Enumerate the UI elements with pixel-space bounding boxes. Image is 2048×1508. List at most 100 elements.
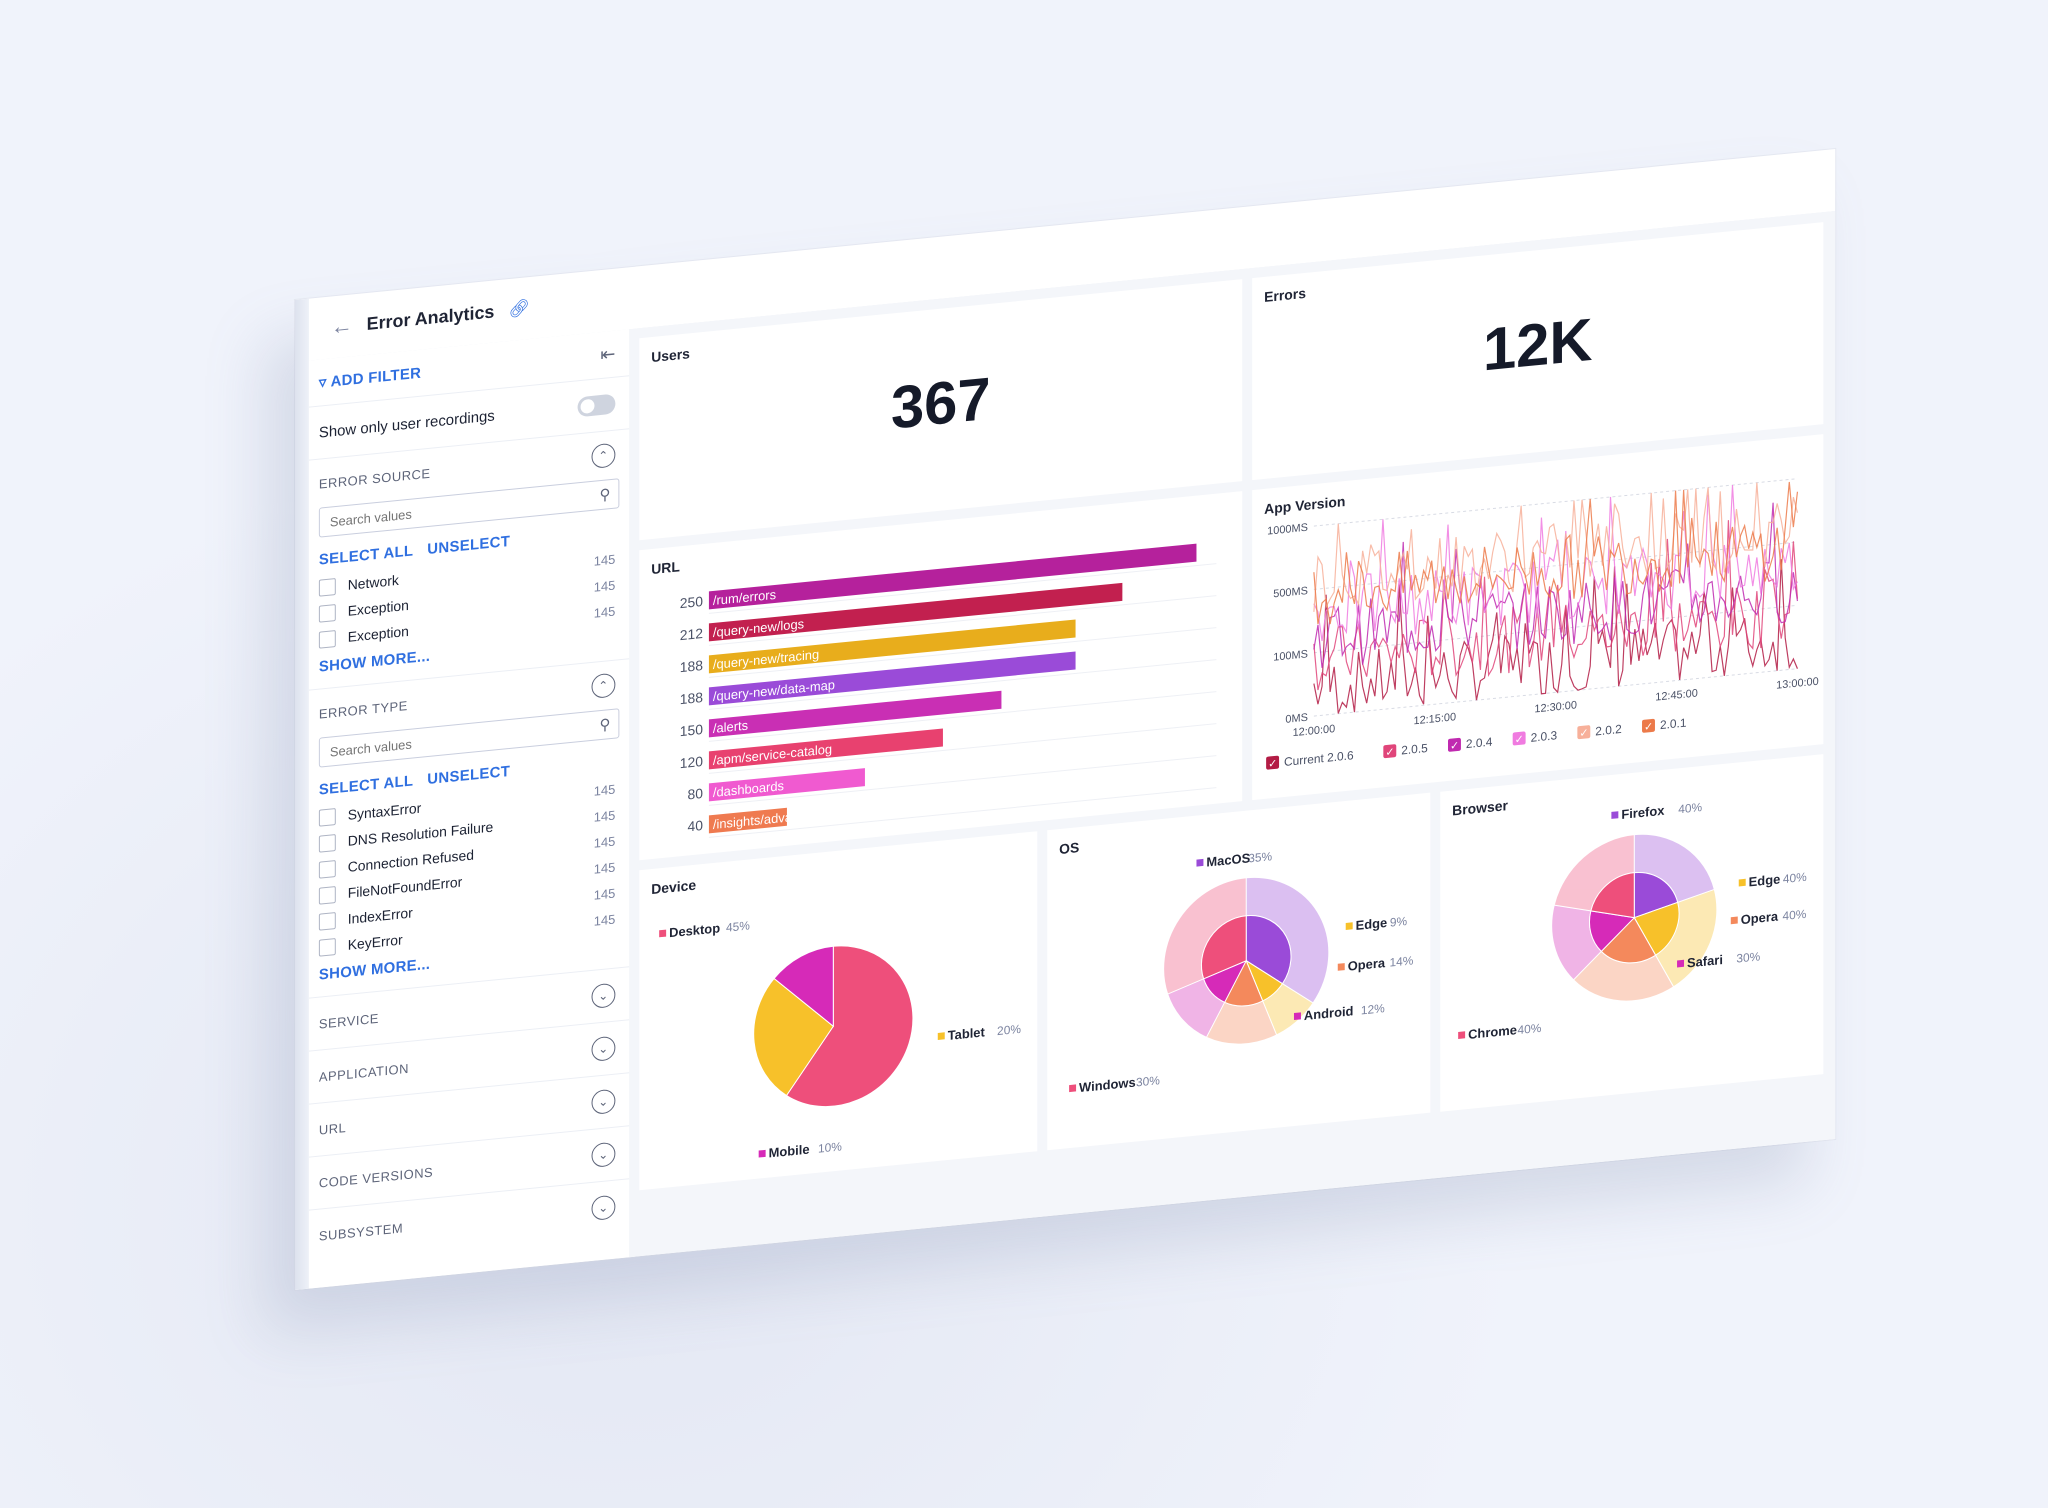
grid-line	[708, 787, 1217, 838]
grid-line	[1313, 668, 1798, 717]
unselect-button[interactable]: UNSELECT	[427, 532, 511, 559]
chevron-down-icon[interactable]: ⌄	[591, 982, 616, 1009]
checkbox[interactable]	[318, 603, 336, 623]
item-count: 145	[593, 833, 616, 851]
checkbox[interactable]	[318, 937, 336, 957]
unselect-button[interactable]: UNSELECT	[427, 762, 511, 789]
legend-swatch	[1337, 963, 1345, 971]
chevron-down-icon[interactable]: ⌄	[591, 1141, 616, 1168]
legend-swatch	[1345, 922, 1353, 930]
slice-pct: 9%	[1390, 914, 1408, 930]
checkbox[interactable]	[318, 833, 336, 853]
show-more-link[interactable]: SHOW MORE...	[318, 647, 431, 676]
series-line	[1313, 481, 1799, 625]
filter-label: APPLICATION	[318, 1060, 409, 1085]
item-label: KeyError	[347, 931, 403, 953]
bar	[708, 768, 865, 802]
add-filter-label: ADD FILTER	[330, 364, 422, 391]
legend-swatch	[659, 929, 667, 938]
value-label: 150	[680, 721, 703, 739]
value-label: 188	[680, 657, 703, 675]
slice-label: Edge	[1356, 915, 1388, 933]
chevron-down-icon[interactable]: ⌄	[591, 1088, 616, 1115]
legend-checkbox	[1642, 718, 1655, 733]
checkbox[interactable]	[318, 859, 336, 879]
slice-label: Safari	[1687, 952, 1723, 971]
slice-label: Mobile	[769, 1142, 810, 1161]
pie-slice	[1633, 871, 1679, 919]
checkbox[interactable]	[318, 807, 336, 827]
legend-swatch	[758, 1149, 766, 1158]
filter-icon: ▿	[318, 373, 327, 392]
series-line	[1313, 482, 1799, 612]
grid-line	[708, 627, 1217, 678]
item-count: 145	[593, 885, 616, 903]
checkbox[interactable]	[318, 885, 336, 905]
chevron-down-icon[interactable]: ⌄	[591, 1035, 616, 1062]
check-icon: ✓	[1450, 740, 1459, 753]
pie-slice	[773, 945, 834, 1028]
add-filter-button[interactable]: ▿ ADD FILTER	[319, 364, 421, 392]
slice-label: Opera	[1348, 955, 1386, 974]
filter-label: SUBSYSTEM	[318, 1219, 404, 1244]
pie-slice	[785, 945, 914, 1108]
collapse-sidebar-icon[interactable]: ⇤	[600, 343, 616, 365]
search-icon: ⚲	[599, 716, 611, 735]
item-count: 145	[593, 911, 616, 929]
item-label: Exception	[347, 596, 409, 619]
item-count: 145	[593, 551, 616, 569]
show-more-link[interactable]: SHOW MORE...	[318, 955, 431, 984]
checkbox[interactable]	[318, 629, 336, 649]
chevron-up-icon[interactable]: ⌃	[591, 442, 616, 469]
legend-swatch	[1611, 811, 1619, 819]
slice-label: Android	[1304, 1003, 1354, 1023]
checkbox[interactable]	[318, 911, 336, 931]
recordings-toggle[interactable]	[577, 393, 616, 418]
pie-slice	[1633, 901, 1680, 956]
slice-pct: 14%	[1390, 953, 1414, 969]
pie-slice	[1245, 915, 1292, 985]
error-source-section: ERROR SOURCE ⌃ ⚲ SELECT ALL UNSELECT Net…	[308, 428, 630, 690]
back-arrow-icon[interactable]: ←	[330, 312, 353, 340]
slice-label: Desktop	[669, 920, 720, 940]
grid-line	[708, 595, 1217, 646]
value-label: 40	[687, 817, 703, 835]
item-count: 145	[593, 807, 616, 825]
x-tick-label: 12:15:00	[1413, 711, 1456, 727]
slice-pct: 30%	[1736, 949, 1760, 965]
device-panel: Device Desktop 45% Tablet 20% Mobile 10%	[639, 831, 1038, 1191]
filter-label: URL	[318, 1119, 347, 1138]
bar	[708, 807, 787, 834]
select-all-button[interactable]: SELECT ALL	[318, 542, 414, 569]
value-label: 80	[687, 785, 703, 803]
chevron-up-icon[interactable]: ⌃	[591, 672, 616, 699]
category-label: /alerts	[713, 718, 749, 737]
legend-swatch	[1738, 878, 1746, 887]
check-icon: ✓	[1515, 734, 1524, 747]
grid-line	[1313, 604, 1798, 654]
url-panel: URL 250/rum/errors 212/query-new/logs 188/…	[639, 491, 1243, 861]
os-panel: OS MacOS 35% Edge 9% Opera 14% Android 12% Windo…	[1047, 792, 1431, 1151]
legend-swatch	[1730, 916, 1738, 925]
slice-label: Opera	[1741, 909, 1779, 928]
search-icon: ⚲	[599, 486, 611, 505]
slice-pct: 40%	[1783, 907, 1807, 923]
check-icon: ✓	[1268, 758, 1277, 771]
legend-checkbox	[1448, 737, 1461, 752]
filter-sidebar: ▿ ADD FILTER ⇤ Show only user recordings…	[308, 329, 631, 1289]
chevron-down-icon[interactable]: ⌄	[591, 1194, 616, 1221]
x-tick-label: 12:45:00	[1655, 687, 1698, 703]
slice-label: Chrome	[1468, 1022, 1517, 1042]
checkbox[interactable]	[318, 577, 336, 597]
check-icon: ✓	[1644, 721, 1653, 734]
device-pie-chart: Desktop 45% Tablet 20% Mobile 10%	[659, 918, 1021, 1161]
slice-pct: 35%	[1248, 849, 1272, 865]
select-all-button[interactable]: SELECT ALL	[318, 772, 414, 799]
x-tick-label: 12:00:00	[1293, 723, 1336, 739]
y-tick-label: 500MS	[1273, 585, 1308, 600]
browser-panel: Browser Firefox 40% Edge 40% Opera 40% Safari 3…	[1440, 754, 1824, 1112]
item-label: SyntaxError	[347, 799, 422, 823]
pie-slice	[1600, 916, 1657, 964]
link-icon[interactable]: 🔗︎	[508, 297, 530, 320]
